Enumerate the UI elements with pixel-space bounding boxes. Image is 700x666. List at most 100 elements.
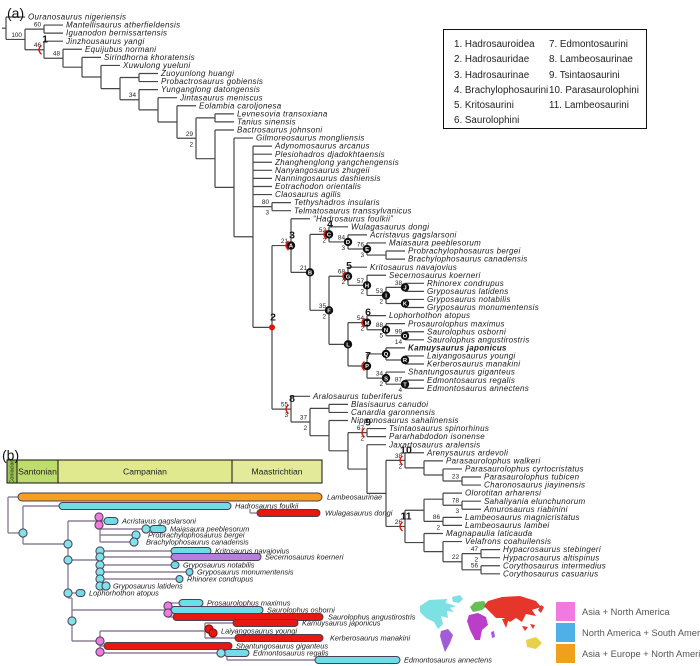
support-value: 35 [319, 303, 327, 310]
red-node-dot [269, 324, 275, 331]
support-value: 68 [338, 269, 346, 276]
support-value-secondary: 3 [284, 412, 288, 419]
ancestral-area-node-pink [94, 512, 104, 522]
stage-label: Campanian [123, 467, 167, 477]
taxon-label: Blasisaurus canudoi [351, 400, 428, 409]
stage-label: Coniacian [9, 460, 15, 484]
timetree-taxon-label: Saurolophus angustirostris [328, 613, 416, 622]
taxon-label: Arenysaurus ardevoli [426, 448, 508, 457]
stratigraphic-range-bar [314, 656, 401, 664]
taxon-label: Kamuysaurus japonicus [408, 343, 507, 352]
taxon-label: Pararhabdodon isonense [389, 432, 485, 441]
blue-swatch [556, 623, 575, 642]
support-value: 54 [357, 315, 365, 322]
red-calibration-mark [285, 404, 289, 415]
stage-label: Santonian [18, 467, 57, 477]
support-value: 57 [357, 278, 365, 285]
node-letter-circle [400, 283, 410, 292]
map-north-america [420, 599, 456, 629]
clade-number: 5 [346, 260, 352, 272]
taxon-label: Levnesovia transoxiana [237, 109, 328, 118]
node-letter-circle [400, 379, 410, 389]
biogeography-label: Asia + Europe + North America [582, 648, 700, 659]
support-value: 86 [433, 514, 441, 521]
taxon-label: Canardia garonnensis [351, 408, 435, 417]
clade-legend-item: 6. Saurolophini [454, 115, 520, 127]
taxon-label: Nipponosaurus sahalinensis [351, 416, 459, 425]
taxon-label: Zuoyunlong huangi [160, 69, 234, 78]
taxon-label: Parasaurolophus cyrtocristatus [465, 465, 584, 474]
timetree-taxon-label: Gryposaurus monumentensis [197, 568, 294, 577]
support-value-secondary: 3 [265, 210, 269, 217]
support-value-secondary: 2 [360, 326, 364, 333]
taxon-label: Kerberosaurus manakini [427, 360, 520, 369]
node-letter-circle [400, 355, 410, 365]
node-letter: M [365, 321, 370, 327]
biogeography-legend: Asia + North America North America + Sou… [556, 601, 700, 664]
biogeography-label: Asia + North America [582, 606, 670, 617]
stratigraphic-range-bar [178, 599, 204, 607]
support-value: 38 [395, 280, 403, 287]
support-value: 60 [34, 22, 42, 29]
support-value-secondary: 2 [322, 313, 326, 320]
stratigraphic-range-bar [170, 553, 262, 561]
ancestral-area-node-cyan [129, 537, 139, 547]
taxon-label: Tsintaosaurus spinorhinus [389, 424, 489, 433]
support-value: 46 [34, 42, 42, 49]
clade-legend-col2: 7. Edmontosaurini 8. Lambeosaurinae 9. T… [549, 37, 639, 113]
support-value: 84 [338, 234, 346, 241]
biogeography-legend-row: Asia + North America [556, 601, 700, 622]
timetree-taxon-label: Maiasaura peeblesorum [170, 525, 249, 534]
node-letter: E [365, 247, 369, 253]
support-value-secondary: 2 [379, 381, 383, 388]
clade-number: 7 [365, 350, 371, 362]
clade-legend-col1: 1. Hadrosauroidea 2. Hadrosauridae 3. Ha… [454, 37, 548, 129]
timetree-taxon-label: Kerberosaurus manakini [330, 634, 410, 643]
timetree-taxon-label: Rhinorex condrupus [187, 575, 253, 584]
taxon-label: Equijubus normani [85, 45, 156, 54]
support-value: 38 [395, 453, 403, 460]
taxon-label: Zhanghenglong yangchengensis [274, 158, 399, 167]
support-value: 52 [319, 227, 327, 234]
timetree-taxon-label: Lophorhothon atopus [89, 589, 159, 598]
taxon-label: Nanyangosaurus zhugeii [275, 166, 370, 175]
taxon-label: Edmontosaurus annectens [427, 384, 529, 393]
taxon-label: Xuwulong yueluni [122, 61, 191, 70]
node-letter: G [346, 274, 351, 280]
taxon-label: Yunganglong datongensis [161, 85, 260, 94]
clade-legend-item: 3. Hadrosaurinae [454, 69, 530, 81]
node-letter-circle [343, 340, 353, 349]
support-value: 47 [471, 546, 479, 553]
map-africa [467, 613, 488, 640]
node-letter: Q [384, 352, 389, 358]
node-letter-circle [400, 299, 410, 308]
node-letter: C [327, 233, 332, 239]
node-letter: I [385, 294, 387, 300]
stratigraphic-range-bar [17, 492, 323, 502]
clade-legend-item: 11. Lambeosaurini [549, 100, 629, 112]
clade-legend-item: 10. Parasaurolophini [549, 84, 639, 96]
taxon-label: Plesiohadros djadokhtaensis [275, 150, 385, 159]
taxon-label: Hypacrosaurus altispinus [503, 553, 600, 562]
node-letter-circle [343, 272, 353, 281]
node-letter: S [384, 376, 388, 382]
taxon-label: Magnapaulia laticauda [446, 529, 533, 538]
red-calibration-mark [285, 240, 289, 251]
support-value-secondary: 3 [360, 252, 364, 259]
stratigraphic-range-bar [75, 589, 86, 597]
taxon-label: Rhinorex condrupus [427, 279, 504, 288]
taxon-label: Claosaurus agilis [275, 190, 341, 199]
support-value: 100 [11, 32, 22, 39]
support-value-secondary: 2 [379, 298, 383, 305]
timetree-taxon-label: Kritosaurus navajovius [215, 547, 290, 556]
map-europe [470, 601, 487, 612]
timetree-taxon-label: Prosaurolophus maximus [207, 599, 291, 608]
map-india [502, 618, 509, 628]
taxon-label: Iguanodon bernissartensis [66, 29, 167, 38]
stratigraphic-range-bar [232, 619, 299, 627]
node-letter: F [327, 308, 331, 314]
taxon-label: Lambeosaurus lambei [465, 521, 549, 530]
taxon-label: Probactrosaurus gobiensis [161, 77, 263, 86]
taxon-label: Kritosaurus navajovius [370, 263, 457, 272]
